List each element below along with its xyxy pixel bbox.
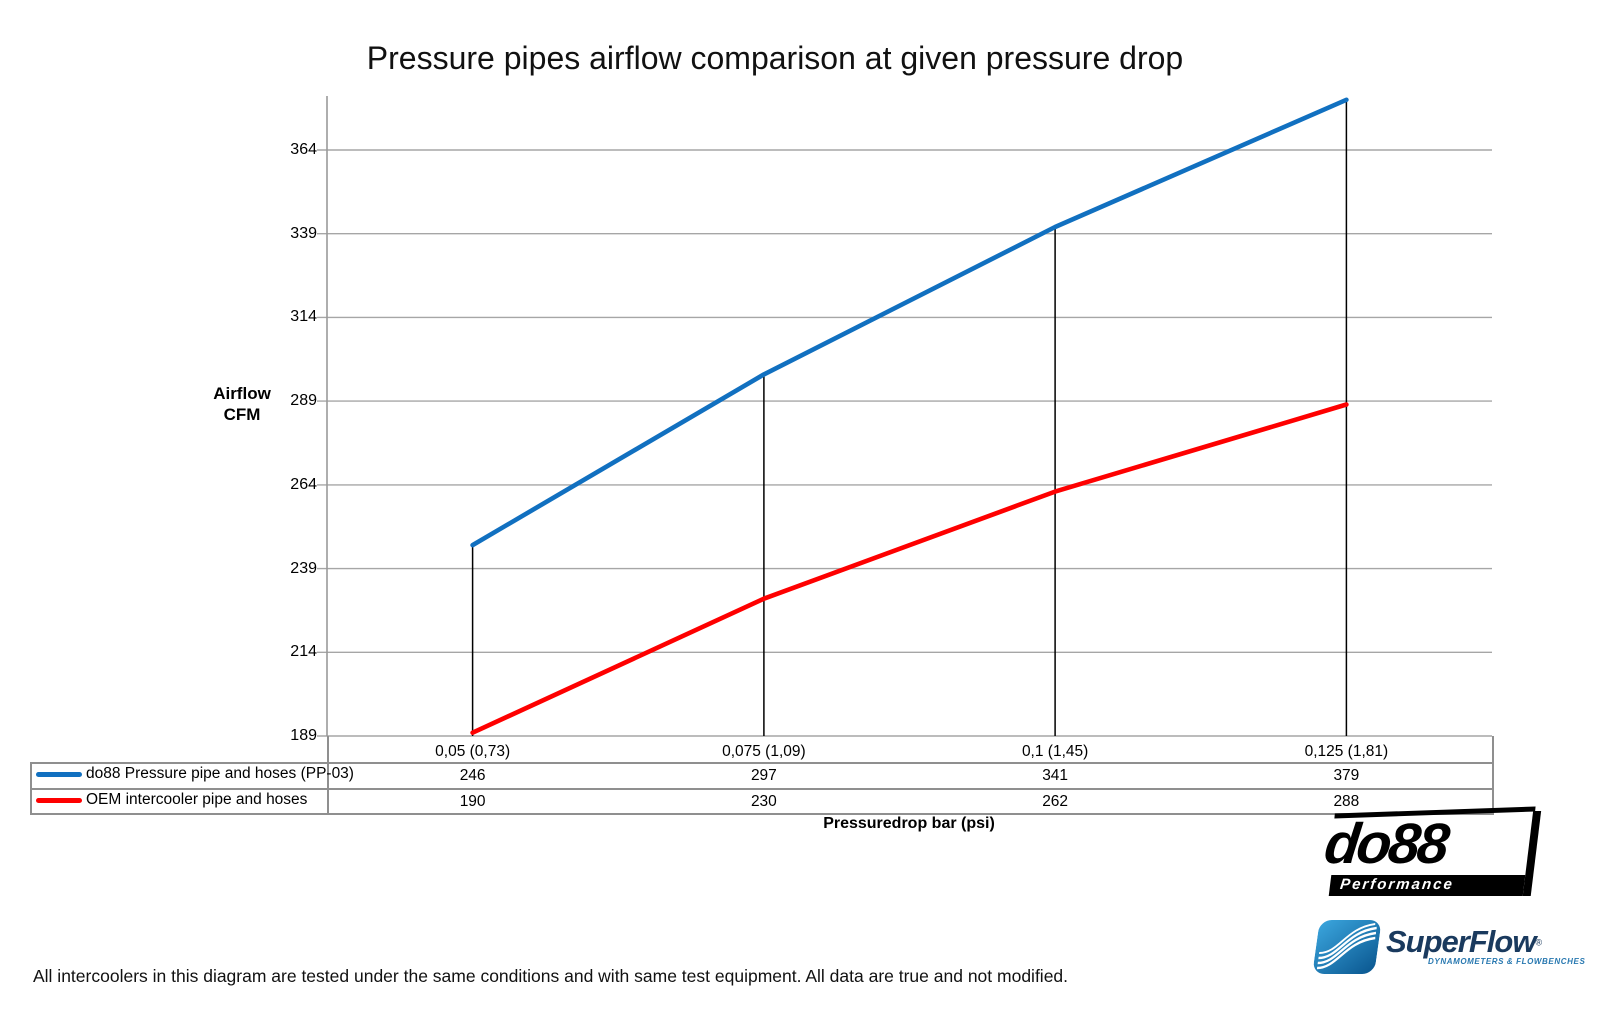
series-line: [470, 402, 1349, 736]
x-axis-label: Pressuredrop bar (psi): [823, 815, 995, 832]
table-value-cell: 190: [459, 793, 486, 810]
x-category-label: 0,1 (1,45): [1021, 743, 1089, 760]
y-tick-label: 264: [290, 475, 317, 493]
y-tick-label: 289: [290, 392, 317, 410]
do88-series-line-swatch: [36, 772, 82, 777]
superflow-logo-text: SuperFlow® DYNAMOMETERS & FLOWBENCHES: [1386, 924, 1585, 966]
superflow-wave-icon: [1313, 920, 1381, 974]
table-border-line: [30, 762, 32, 815]
superflow-trademark: ®: [1535, 937, 1543, 948]
chart-title: Pressure pipes airflow comparison at giv…: [366, 40, 1184, 76]
legend-label-oem: OEM intercooler pipe and hoses: [86, 791, 308, 808]
superflow-logo: SuperFlow® DYNAMOMETERS & FLOWBENCHES: [1313, 916, 1585, 978]
superflow-wordmark: SuperFlow: [1386, 924, 1536, 959]
table-border-line: [30, 762, 1492, 764]
drop-lines: [471, 99, 1348, 736]
legend-label-do88: do88 Pressure pipe and hoses (PP-03): [86, 765, 354, 782]
table-value-cell: 379: [1333, 767, 1360, 784]
table-value-cell: 230: [750, 793, 777, 810]
y-tick-label: 339: [290, 224, 317, 242]
table-border-line: [327, 736, 329, 815]
y-tick-label: 364: [290, 141, 317, 158]
legend-row-do88: do88 Pressure pipe and hoses (PP-03): [30, 762, 354, 788]
x-category-label: 0,05 (0,73): [435, 743, 511, 760]
table-value-cell: 341: [1042, 767, 1069, 784]
footer-note: All intercoolers in this diagram are tes…: [33, 966, 1069, 986]
y-tick-label: 314: [290, 308, 317, 326]
y-tick-label: 189: [290, 727, 317, 744]
table-value-cell: 297: [750, 767, 777, 784]
y-tick-label: 239: [290, 559, 317, 577]
y-axis-label-line2: CFM: [223, 405, 261, 424]
oem-series-line-swatch: [36, 798, 82, 803]
gridlines: [317, 149, 1492, 737]
do88-logo-tagline-bar: Performance: [1328, 875, 1526, 896]
table-border-line: [30, 813, 1492, 815]
table-value-cell: 262: [1042, 793, 1069, 810]
table-value-cell: 288: [1333, 793, 1360, 810]
table-value-cell: 246: [459, 767, 486, 784]
y-axis-label-line1: Airflow: [213, 384, 271, 403]
do88-logo: do88 Performance: [1317, 806, 1542, 896]
do88-logo-tagline: Performance: [1339, 876, 1455, 893]
superflow-tagline: DYNAMOMETERS & FLOWBENCHES: [1428, 957, 1586, 966]
table-border-line: [1492, 736, 1494, 815]
x-category-label: 0,125 (1,81): [1304, 743, 1389, 760]
x-category-label: 0,075 (1,09): [722, 743, 806, 760]
y-tick-label: 214: [290, 643, 317, 661]
series-line: [470, 97, 1349, 548]
table-border-line: [30, 788, 1492, 790]
y-axis-label: Airflow CFM: [203, 383, 281, 425]
do88-logo-wordmark: do88: [1321, 812, 1451, 876]
legend-row-oem: OEM intercooler pipe and hoses: [30, 788, 327, 814]
